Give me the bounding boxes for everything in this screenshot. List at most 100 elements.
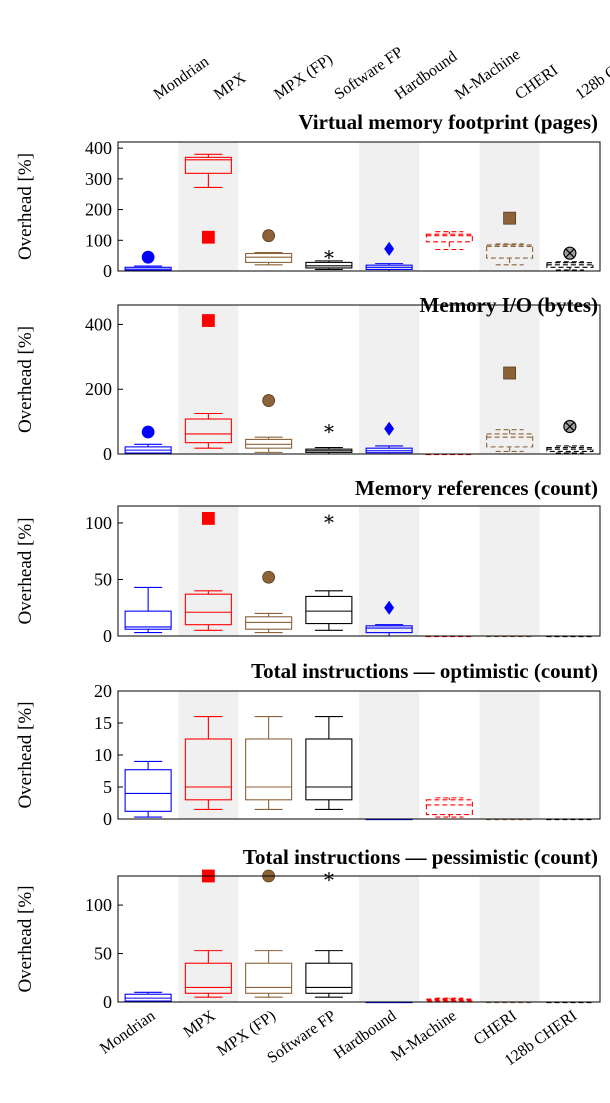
outlier-marker: ∗ bbox=[322, 508, 336, 530]
box-mpx bbox=[184, 869, 232, 998]
category-tick-label: Hardbound bbox=[331, 1007, 400, 1062]
axes-frame bbox=[117, 505, 601, 637]
box-mpx-fp bbox=[245, 869, 293, 998]
outlier-marker bbox=[262, 570, 276, 584]
box-mpx-fp bbox=[245, 229, 293, 266]
outlier-marker: ∗ bbox=[322, 244, 336, 266]
axes-frame bbox=[117, 690, 601, 820]
y-tick-label: 10 bbox=[94, 745, 112, 765]
box-mondrian bbox=[124, 586, 172, 634]
box-128b-cheri bbox=[546, 419, 594, 454]
category-tick-label: CHERI bbox=[512, 62, 561, 103]
y-tick-label: 15 bbox=[94, 713, 112, 733]
category-tick-label: MPX bbox=[211, 69, 250, 103]
box-software-fp: ∗ bbox=[305, 508, 353, 631]
y-tick-label: 400 bbox=[85, 138, 112, 158]
y-tick-label: 0 bbox=[103, 444, 112, 464]
box-software-fp bbox=[305, 716, 353, 810]
panel-1: Virtual memory footprint (pages) Overhead… bbox=[15, 110, 601, 281]
svg-text:∗: ∗ bbox=[322, 418, 336, 440]
y-tick-label: 100 bbox=[85, 513, 112, 533]
panel-title: Virtual memory footprint (pages) bbox=[298, 110, 598, 134]
outlier-marker: ∗ bbox=[322, 418, 336, 440]
outlier-marker bbox=[201, 230, 215, 244]
category-tick-label: Mondrian bbox=[151, 53, 212, 103]
box-mpx bbox=[184, 716, 232, 810]
y-tick-label: 0 bbox=[103, 809, 112, 829]
box-m-machine bbox=[425, 997, 473, 1003]
box-mpx-fp bbox=[245, 716, 293, 810]
shaded-column bbox=[178, 876, 239, 1002]
shaded-column bbox=[178, 305, 239, 454]
shaded-column bbox=[479, 305, 540, 454]
outlier-marker bbox=[384, 421, 395, 436]
axes-frame bbox=[117, 141, 601, 272]
y-tick-label: 5 bbox=[103, 777, 112, 797]
box-cheri bbox=[486, 211, 534, 266]
outlier-marker bbox=[563, 246, 577, 260]
outlier-marker bbox=[141, 250, 155, 264]
box-mpx-fp bbox=[245, 394, 293, 453]
box-cheri bbox=[486, 366, 534, 452]
outlier-marker bbox=[262, 229, 276, 243]
panel-title: Total instructions — optimistic (count) bbox=[251, 659, 598, 683]
panel-4: Total instructions — optimistic (count) O… bbox=[15, 659, 601, 829]
y-tick-label: 300 bbox=[85, 169, 112, 189]
y-tick-label: 50 bbox=[94, 944, 112, 964]
y-tick-label: 0 bbox=[103, 626, 112, 646]
box-mpx bbox=[184, 153, 232, 244]
outlier-marker bbox=[141, 425, 155, 439]
category-tick-label: MPX bbox=[181, 1007, 220, 1041]
box-software-fp: ∗ bbox=[305, 244, 353, 271]
y-tick-label: 0 bbox=[103, 261, 112, 281]
shaded-column bbox=[359, 876, 420, 1002]
svg-text:∗: ∗ bbox=[322, 866, 336, 888]
outlier-marker bbox=[384, 241, 395, 256]
outlier-marker: ∗ bbox=[322, 866, 336, 888]
axes-frame bbox=[117, 304, 601, 455]
y-axis-label: Overhead [%] bbox=[15, 885, 36, 992]
svg-text:∗: ∗ bbox=[322, 244, 336, 266]
category-tick-label: MPX (FP) bbox=[271, 51, 336, 103]
box-mondrian bbox=[124, 425, 172, 455]
y-axis-label: Overhead [%] bbox=[15, 701, 36, 808]
box-128b-cheri bbox=[546, 246, 594, 271]
panel-5: Total instructions — pessimistic (count)… bbox=[15, 845, 601, 1012]
shaded-column bbox=[178, 142, 239, 271]
y-axis-label: Overhead [%] bbox=[15, 517, 36, 624]
y-axis-label: Overhead [%] bbox=[15, 153, 36, 260]
y-tick-label: 100 bbox=[85, 230, 112, 250]
y-tick-label: 200 bbox=[85, 379, 112, 399]
category-tick-label: M-Machine bbox=[452, 46, 524, 103]
box-mpx-fp bbox=[245, 570, 293, 634]
outlier-marker bbox=[563, 419, 577, 434]
box-software-fp: ∗ bbox=[305, 418, 353, 455]
shaded-column bbox=[479, 142, 540, 271]
y-tick-label: 100 bbox=[85, 895, 112, 915]
box-mpx bbox=[184, 314, 232, 449]
shaded-column bbox=[178, 506, 239, 636]
shaded-column bbox=[178, 691, 239, 819]
outlier-marker bbox=[384, 600, 395, 615]
panel-title: Memory references (count) bbox=[355, 476, 598, 500]
axes-frame bbox=[117, 875, 601, 1003]
outlier-marker bbox=[503, 211, 517, 225]
outlier-marker bbox=[201, 314, 215, 327]
category-tick-label: CHERI bbox=[471, 1007, 520, 1048]
shaded-column bbox=[479, 876, 540, 1002]
panel-title: Total instructions — pessimistic (count) bbox=[243, 845, 598, 869]
shaded-column bbox=[359, 506, 420, 636]
box-mondrian bbox=[124, 991, 172, 1003]
y-tick-label: 400 bbox=[85, 314, 112, 334]
box-software-fp: ∗ bbox=[305, 866, 353, 998]
box-mondrian bbox=[124, 760, 172, 818]
box-m-machine bbox=[425, 797, 473, 818]
category-tick-label: Mondrian bbox=[97, 1007, 158, 1057]
y-tick-label: 50 bbox=[94, 569, 112, 589]
box-mpx bbox=[184, 512, 232, 631]
shaded-column bbox=[479, 691, 540, 819]
box-m-machine bbox=[425, 231, 473, 251]
